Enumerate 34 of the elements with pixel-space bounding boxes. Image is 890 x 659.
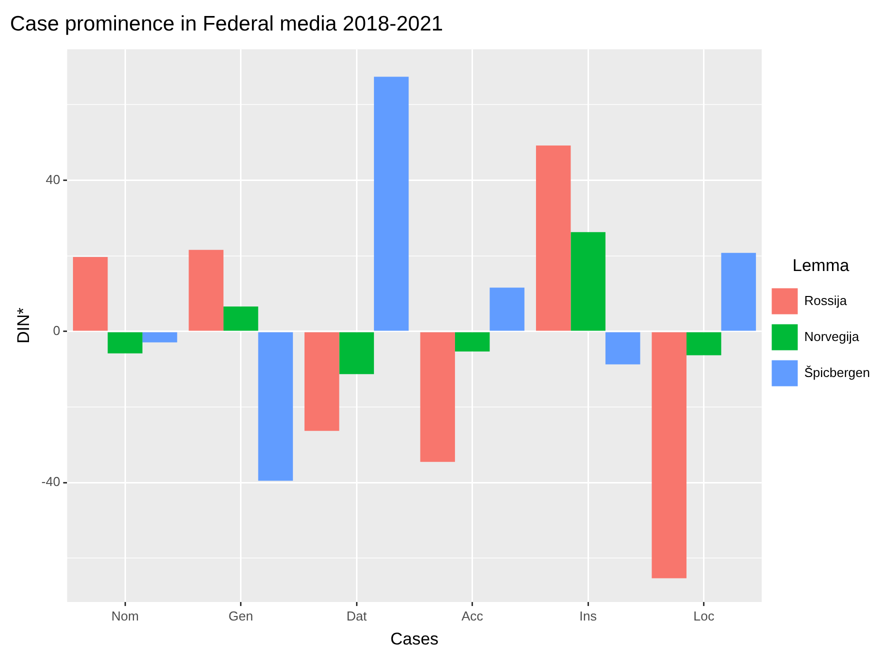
x-tick-label: Ins xyxy=(579,608,598,624)
bar xyxy=(304,332,340,431)
legend-label: Norvegija xyxy=(804,328,860,344)
bar xyxy=(339,332,374,374)
legend-label: Špicbergen xyxy=(804,364,870,380)
y-tick-label: 40 xyxy=(46,172,60,187)
bar xyxy=(258,332,293,481)
bar xyxy=(490,288,524,331)
x-axis-title: Cases xyxy=(390,629,439,648)
chart-title: Case prominence in Federal media 2018-2021 xyxy=(10,12,444,36)
bar xyxy=(536,146,571,331)
bar xyxy=(686,332,722,356)
bar xyxy=(72,257,108,331)
bar xyxy=(652,332,686,578)
y-tick-label: -40 xyxy=(41,474,60,490)
bar xyxy=(108,332,142,354)
bar xyxy=(721,252,756,331)
x-tick-label: Acc xyxy=(462,608,484,624)
bar xyxy=(605,332,640,364)
x-tick-label: Nom xyxy=(111,608,139,624)
bar xyxy=(570,232,606,331)
x-tick-label: Dat xyxy=(346,608,368,624)
x-tick-label: Gen xyxy=(228,608,254,624)
bar xyxy=(454,332,490,352)
legend-title: Lemma xyxy=(792,256,850,275)
legend-label: Rossija xyxy=(804,292,848,308)
bar xyxy=(420,332,455,462)
y-axis-title: DIN* xyxy=(14,307,33,344)
y-tick-label: 0 xyxy=(52,323,60,338)
x-tick-label: Loc xyxy=(693,608,715,624)
bar xyxy=(142,332,178,342)
bar xyxy=(188,250,224,331)
bar xyxy=(374,76,409,331)
bar xyxy=(223,306,258,331)
